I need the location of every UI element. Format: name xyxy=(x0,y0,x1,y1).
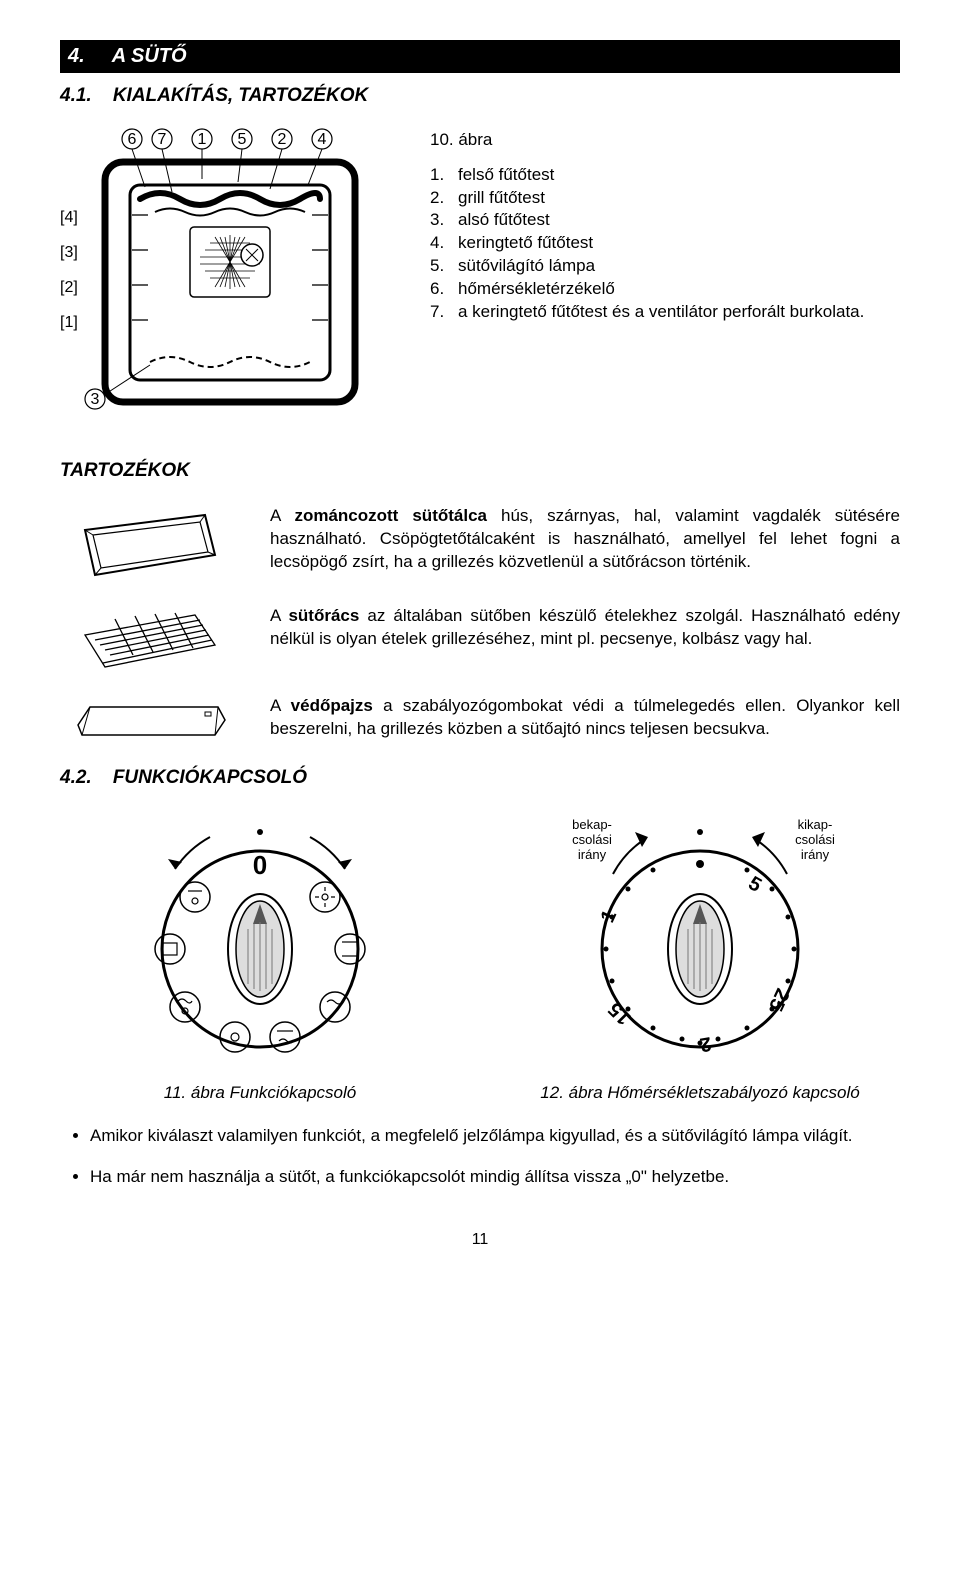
list-item: 2.grill fűtőtest xyxy=(430,187,900,210)
list-item: 3.alsó fűtőtest xyxy=(430,209,900,232)
accessories-title: TARTOZÉKOK xyxy=(60,458,900,484)
page-number: 11 xyxy=(60,1229,900,1251)
list-item: Ha már nem használja a sütőt, a funkciók… xyxy=(90,1166,900,1189)
callout-2: 2 xyxy=(278,131,287,148)
label-on: bekap- xyxy=(572,817,612,832)
knob2-caption: 12. ábra Hőmérsékletszabályozó kapcsoló xyxy=(500,1082,900,1105)
list-item: 7.a keringtető fűtőtest és a ventilátor … xyxy=(430,301,900,324)
list-item: 1.felső fűtőtest xyxy=(430,164,900,187)
callout-rack-1: [1] xyxy=(60,314,78,331)
callout-rack-3: [3] xyxy=(60,244,78,261)
legend-column: 10. ábra 1.felső fűtőtest 2.grill fűtőte… xyxy=(430,127,900,434)
section-number: 4. xyxy=(68,45,85,67)
callout-7: 7 xyxy=(158,131,167,148)
notes-list: Amikor kiválaszt valamilyen funkciót, a … xyxy=(60,1125,900,1189)
svg-text:irány: irány xyxy=(578,847,607,862)
list-item: 4.keringtető fűtőtest xyxy=(430,232,900,255)
list-item: 5.sütővilágító lámpa xyxy=(430,255,900,278)
rack-description: A sütőrács az általában sütőben készülő … xyxy=(270,605,900,651)
tray-icon xyxy=(60,505,240,585)
subsection-number: 4.1. xyxy=(60,85,92,106)
knob1-caption: 11. ábra Funkciókapcsoló xyxy=(60,1082,460,1105)
callout-5: 5 xyxy=(238,131,247,148)
tray-description: A zománcozott sütőtálca hús, szárnyas, h… xyxy=(270,505,900,574)
rack-icon xyxy=(60,605,240,675)
function-knob: 0 xyxy=(60,809,460,1105)
list-item: Amikor kiválaszt valamilyen funkciót, a … xyxy=(90,1125,900,1148)
section-header: 4. A SÜTŐ xyxy=(60,40,900,73)
svg-text:15: 15 xyxy=(604,998,635,1029)
temperature-knob: bekap- csolási irány kikap- csolási irán… xyxy=(500,809,900,1105)
knob-zero: 0 xyxy=(253,850,267,880)
callout-6: 6 xyxy=(128,131,137,148)
callout-3: 3 xyxy=(91,391,100,408)
shield-description: A védőpajzs a szabályozógombokat védi a … xyxy=(270,695,900,741)
svg-text:csolási: csolási xyxy=(572,832,612,847)
shield-icon xyxy=(60,695,240,745)
callout-4: 4 xyxy=(318,131,327,148)
subsection-4-2-heading: 4.2. FUNKCIÓKAPCSOLÓ xyxy=(60,765,900,791)
svg-text:2: 2 xyxy=(698,1032,713,1056)
oven-diagram: 6 7 1 5 2 4 [4] xyxy=(60,127,380,434)
legend-list: 1.felső fűtőtest 2.grill fűtőtest 3.alsó… xyxy=(430,164,900,325)
callout-1: 1 xyxy=(198,131,207,148)
svg-text:csolási: csolási xyxy=(795,832,835,847)
callout-rack-4: [4] xyxy=(60,209,78,226)
callout-rack-2: [2] xyxy=(60,279,78,296)
svg-text:5: 5 xyxy=(745,872,766,897)
figure-10-label: 10. ábra xyxy=(430,129,900,152)
label-off: kikap- xyxy=(798,817,833,832)
svg-text:irány: irány xyxy=(801,847,830,862)
subsection-heading: 4.1. KIALAKÍTÁS, TARTOZÉKOK xyxy=(60,83,900,109)
list-item: 6.hőmérsékletérzékelő xyxy=(430,278,900,301)
subsection-title: KIALAKÍTÁS, TARTOZÉKOK xyxy=(113,85,368,106)
section-title: A SÜTŐ xyxy=(112,45,187,67)
